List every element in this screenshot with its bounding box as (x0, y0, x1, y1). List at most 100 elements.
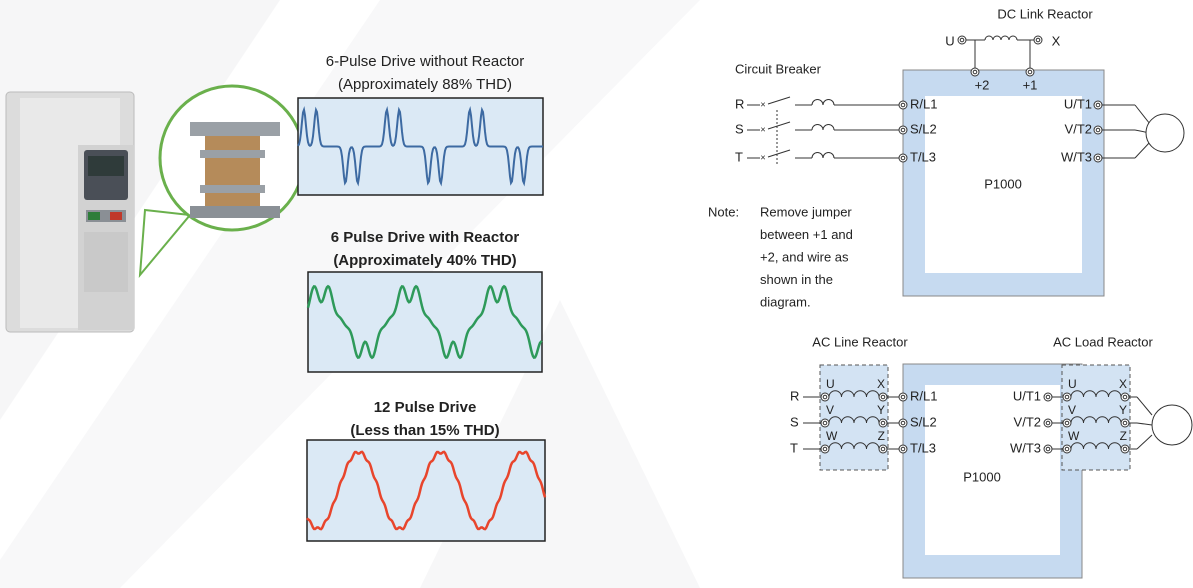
label: U (945, 33, 954, 48)
label: V/T2 (1014, 414, 1041, 429)
breaker-x: × (760, 124, 765, 134)
terminal (900, 155, 906, 161)
coil (828, 442, 880, 450)
terminal (822, 394, 828, 400)
label: X (1052, 33, 1061, 48)
terminal (900, 394, 906, 400)
label: V/T2 (1065, 121, 1092, 136)
terminal (822, 446, 828, 452)
terminal (1095, 127, 1101, 133)
label: T (735, 149, 743, 164)
terminal (959, 37, 965, 43)
motor (1151, 404, 1193, 446)
label: W/T3 (1061, 149, 1092, 164)
terminal (1122, 446, 1128, 452)
wire (767, 96, 791, 105)
terminal (900, 127, 906, 133)
coil (828, 416, 880, 424)
terminal (900, 102, 906, 108)
wire (1134, 104, 1151, 125)
label: T/L3 (910, 149, 936, 164)
label: X (877, 377, 885, 391)
coil (1070, 390, 1122, 398)
terminal (900, 420, 906, 426)
note-line: +2, and wire as (760, 249, 849, 264)
terminal (1045, 420, 1051, 426)
waveform (306, 284, 543, 360)
terminal (1095, 102, 1101, 108)
terminal (1035, 37, 1041, 43)
label: T (790, 440, 798, 455)
ac-reactor-diagram: AC Line Reactor AC Load Reactor P1000 M … (790, 334, 1193, 579)
note-line: shown in the (760, 272, 833, 287)
coil (828, 390, 880, 398)
label: +2 (975, 77, 990, 92)
label: P1000 (984, 176, 1022, 191)
wave-subtitle: (Approximately 40% THD) (333, 252, 516, 269)
wave-title: 6-Pulse Drive without Reactor (326, 53, 524, 70)
terminal (1122, 420, 1128, 426)
breaker-x: × (760, 152, 765, 162)
label: R (790, 388, 799, 403)
coil (984, 35, 1018, 41)
waveform (306, 450, 547, 531)
terminal (1095, 155, 1101, 161)
label: T/L3 (910, 440, 936, 455)
terminal (1064, 446, 1070, 452)
note-line: between +1 and (760, 227, 853, 242)
terminal (1064, 394, 1070, 400)
dc-link-diagram: DC Link Reactor U X +2 +1 Circuit Breake… (708, 6, 1185, 309)
wire (1136, 422, 1153, 426)
label: DC Link Reactor (997, 6, 1093, 21)
breaker-x: × (760, 99, 765, 109)
label: W (826, 429, 838, 443)
label: Circuit Breaker (735, 61, 822, 76)
terminal (822, 420, 828, 426)
waveforms: 6-Pulse Drive without Reactor (Approxima… (297, 53, 547, 542)
label: Z (1120, 429, 1127, 443)
terminal (880, 446, 886, 452)
terminal (1064, 420, 1070, 426)
coil (811, 99, 835, 106)
terminal (880, 394, 886, 400)
wire (767, 149, 791, 158)
wire (1136, 396, 1153, 416)
label: S/L2 (910, 121, 937, 136)
label: U (1068, 377, 1077, 391)
note-line: Remove jumper (760, 204, 852, 219)
label: S (735, 121, 744, 136)
terminal (1045, 446, 1051, 452)
terminal (880, 420, 886, 426)
wave-title: 6 Pulse Drive with Reactor (331, 229, 520, 246)
label: R/L1 (910, 388, 937, 403)
wave-title: 12 Pulse Drive (374, 399, 477, 416)
label: R (735, 96, 744, 111)
label: Z (878, 429, 885, 443)
label: Y (1119, 403, 1127, 417)
label: Note: (708, 204, 739, 219)
coil (811, 124, 835, 131)
motor (1145, 113, 1185, 153)
label: AC Line Reactor (812, 334, 908, 349)
label: S/L2 (910, 414, 937, 429)
coil (1070, 416, 1122, 424)
terminal (1122, 394, 1128, 400)
terminal (900, 446, 906, 452)
label: S (790, 414, 799, 429)
coil (811, 152, 835, 159)
waveform (297, 106, 543, 187)
terminal (1027, 69, 1033, 75)
label: V (1068, 403, 1076, 417)
label: Y (877, 403, 885, 417)
terminal (972, 69, 978, 75)
transformer-bubble (138, 84, 306, 279)
label: X (1119, 377, 1127, 391)
label: P1000 (963, 469, 1001, 484)
terminal (1045, 394, 1051, 400)
coil (1070, 442, 1122, 450)
label: U/T1 (1064, 96, 1092, 111)
label: U (826, 377, 835, 391)
wire (1134, 141, 1151, 159)
wire (767, 121, 791, 130)
